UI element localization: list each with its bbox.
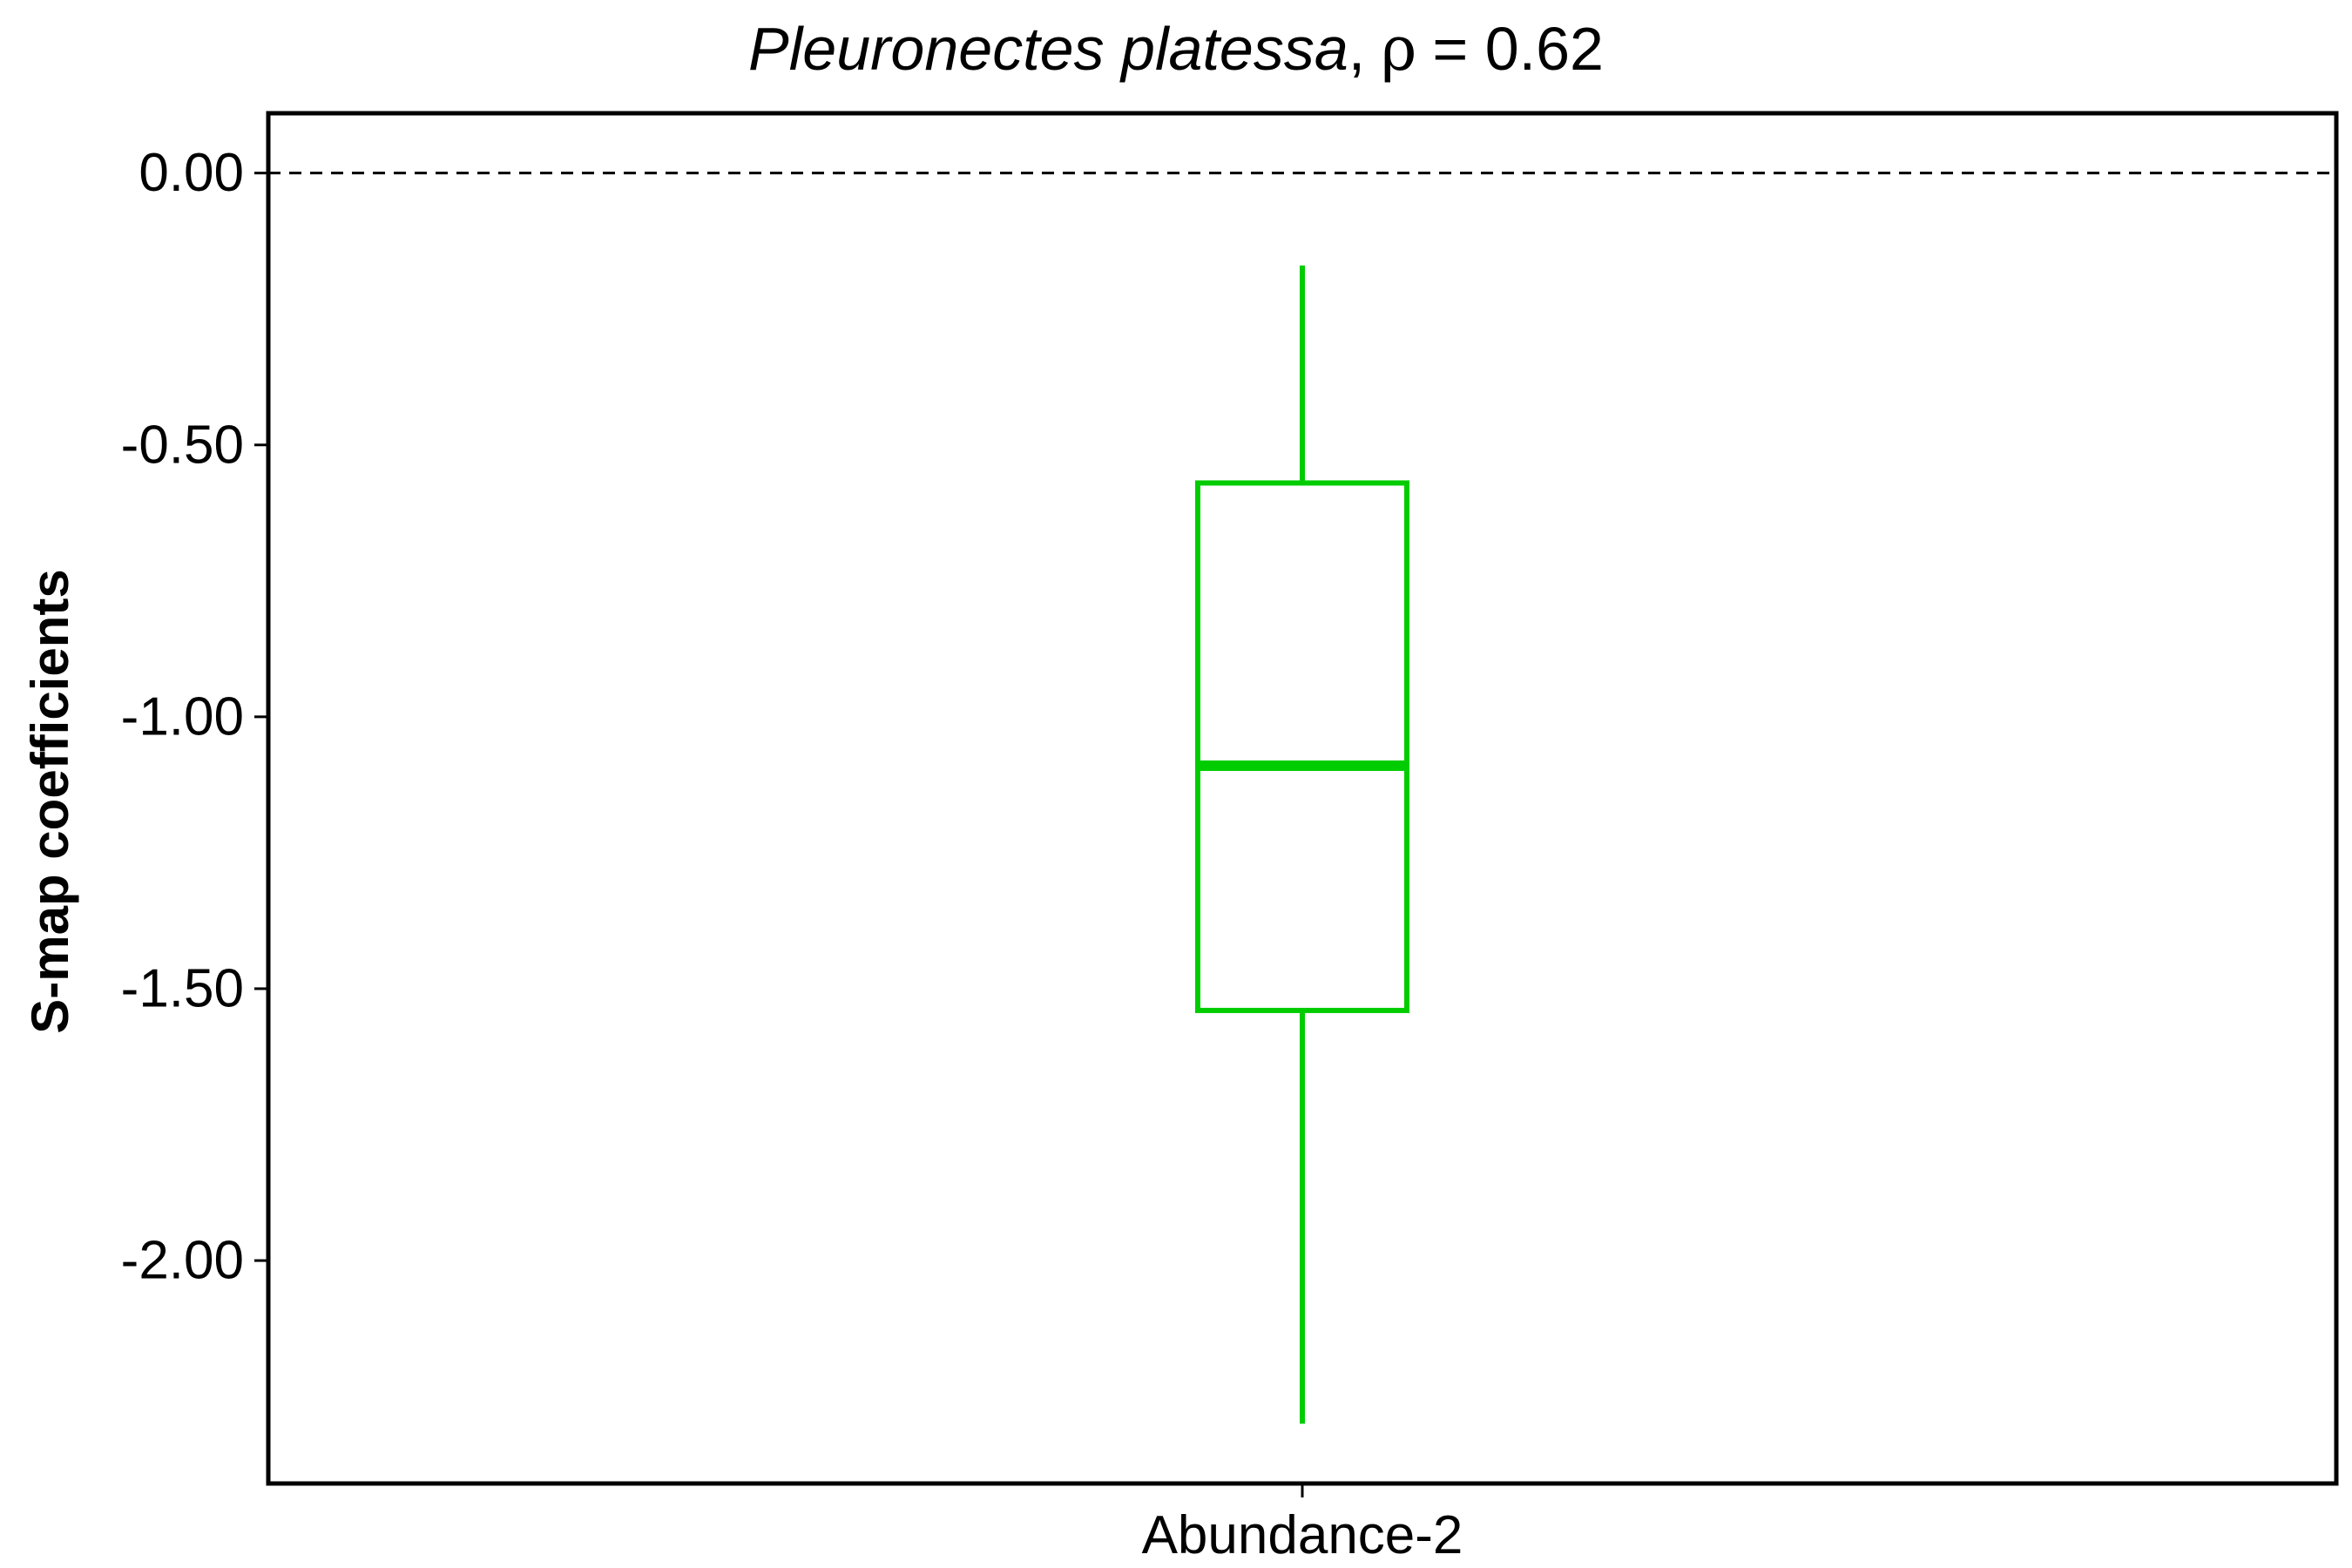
y-tick-label: -1.50 <box>121 958 244 1018</box>
title-separator: , <box>1348 15 1365 83</box>
iqr-box <box>1195 480 1409 1013</box>
y-tick-label: -0.50 <box>121 415 244 475</box>
y-tick-label: -1.00 <box>121 686 244 747</box>
x-axis-categories: Abundance-2 <box>1142 1484 1463 1565</box>
y-tick-label: -2.00 <box>121 1231 244 1291</box>
box-Abundance-2 <box>1195 265 1409 1424</box>
title-stat: = 0.62 <box>1432 15 1604 83</box>
plot-frame <box>266 111 2339 1486</box>
y-axis-title: S-map coefficients <box>21 569 79 1033</box>
chart-title: Pleuronectes platessa, ρ = 0.62 <box>748 13 1604 84</box>
y-tick-label: 0.00 <box>139 143 244 203</box>
y-axis-ticks: 0.00 -0.50 -1.00 -1.50 -2.00 <box>121 143 268 1291</box>
title-species: Pleuronectes platessa <box>748 15 1348 83</box>
title-rho-symbol: ρ <box>1381 13 1416 84</box>
box-layer <box>1195 265 1409 1424</box>
x-category-label: Abundance-2 <box>1142 1505 1463 1565</box>
